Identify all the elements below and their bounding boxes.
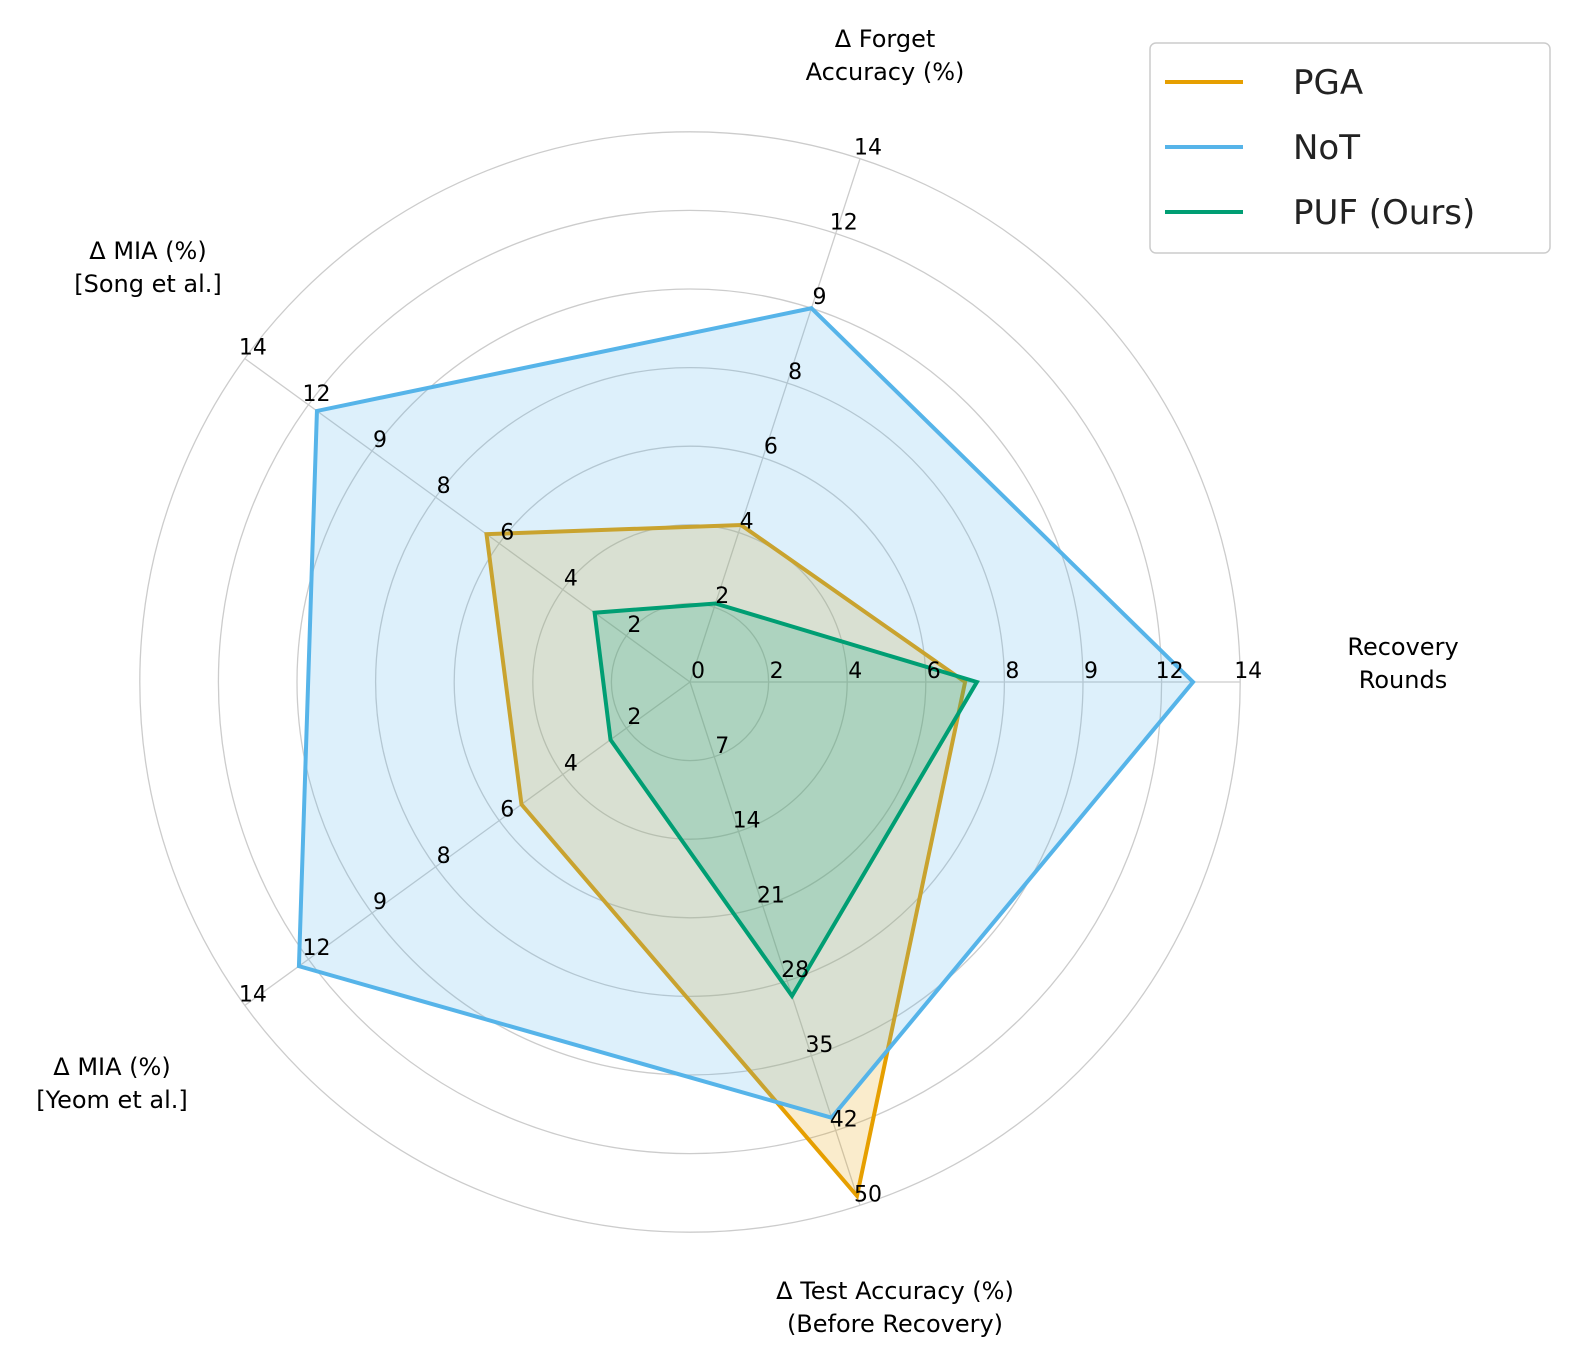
tick-label: 12 [302, 936, 330, 961]
tick-label: 8 [788, 360, 802, 385]
data-point [975, 681, 978, 683]
tick-label: 0 [691, 659, 705, 684]
legend-label-not: NoT [1293, 128, 1360, 168]
tick-label: 9 [1084, 659, 1098, 684]
tick-label: 9 [373, 428, 387, 453]
tick-label: 12 [302, 382, 330, 407]
tick-label: 2 [627, 705, 641, 730]
grid [139, 131, 1241, 1233]
tick-label: 12 [1156, 659, 1184, 684]
tick-label: 4 [848, 659, 862, 684]
data-point [791, 994, 794, 997]
axis-label: Δ MIA (%) [53, 1053, 170, 1081]
data-point [520, 803, 523, 806]
data-point [1192, 681, 1195, 683]
data-point [609, 738, 612, 741]
tick-label: 35 [805, 1033, 833, 1058]
axis-spoke [689, 158, 861, 683]
tick-label: 28 [781, 958, 809, 983]
tick-label: 2 [715, 584, 729, 609]
tick-label: 7 [715, 734, 729, 759]
tick-label: 6 [500, 520, 514, 545]
axis-label: [Song et al.] [74, 270, 222, 298]
series-polygon-not [296, 306, 1196, 1120]
data-point [740, 524, 743, 527]
tick-label: 14 [239, 982, 267, 1007]
tick-label: 14 [239, 336, 267, 361]
axis-label: Δ Forget [835, 25, 936, 53]
axis-labels: Recovery Rounds Δ Forget Accuracy (%) Δ MIA … [36, 25, 1458, 1338]
tick-label: 2 [627, 613, 641, 638]
tick-label: 14 [854, 136, 882, 161]
tick-label: 8 [437, 474, 451, 499]
data-point [855, 1194, 858, 1197]
data-point [964, 681, 967, 683]
axis-label: Recovery [1347, 633, 1458, 661]
legend-label-pga: PGA [1293, 63, 1363, 103]
tick-label: 6 [500, 798, 514, 823]
series-polygon-puf-ours [592, 601, 980, 1000]
tick-label: 21 [757, 883, 785, 908]
data-point [714, 602, 717, 605]
legend-label-puf: PUF (Ours) [1293, 193, 1475, 233]
tick-label: 4 [564, 567, 578, 592]
legend: PGA NoT PUF (Ours) [1149, 42, 1551, 254]
data-point [810, 307, 813, 310]
tick-label: 12 [830, 210, 858, 235]
legend-frame [1149, 42, 1551, 254]
tick-label: 9 [373, 890, 387, 915]
axis-spoke [244, 681, 691, 1006]
tick-label: 6 [927, 659, 941, 684]
tick-label: 4 [564, 751, 578, 776]
tick-label: 14 [733, 809, 761, 834]
tick-label: 8 [1005, 659, 1019, 684]
axis-label: Δ Test Accuracy (%) [776, 1277, 1014, 1305]
tick-label: 42 [830, 1108, 858, 1133]
axis-label: Rounds [1359, 666, 1447, 694]
axis-label: Δ MIA (%) [89, 237, 206, 265]
tick-label: 14 [1234, 659, 1262, 684]
tick-labels: 0 2 4 6 8 9 12 14 2 4 6 8 9 12 14 2 4 6 8 9 12 14 2 4 6 8 9 12 14 7 14… [239, 136, 1262, 1208]
data-point [830, 1116, 833, 1119]
axis-label: Accuracy (%) [806, 58, 965, 86]
tick-label: 4 [740, 509, 754, 534]
series-polygons [296, 306, 1196, 1201]
tick-label: 2 [770, 659, 784, 684]
data-point [593, 611, 596, 614]
tick-label: 8 [437, 844, 451, 869]
axis-label: (Before Recovery) [787, 1310, 1003, 1338]
axis-label: [Yeom et al.] [36, 1086, 187, 1114]
data-point [485, 533, 488, 536]
tick-label: 6 [764, 435, 778, 460]
data-point [297, 965, 300, 968]
data-point [315, 409, 318, 412]
tick-label: 9 [812, 285, 826, 310]
tick-label: 50 [854, 1182, 882, 1207]
